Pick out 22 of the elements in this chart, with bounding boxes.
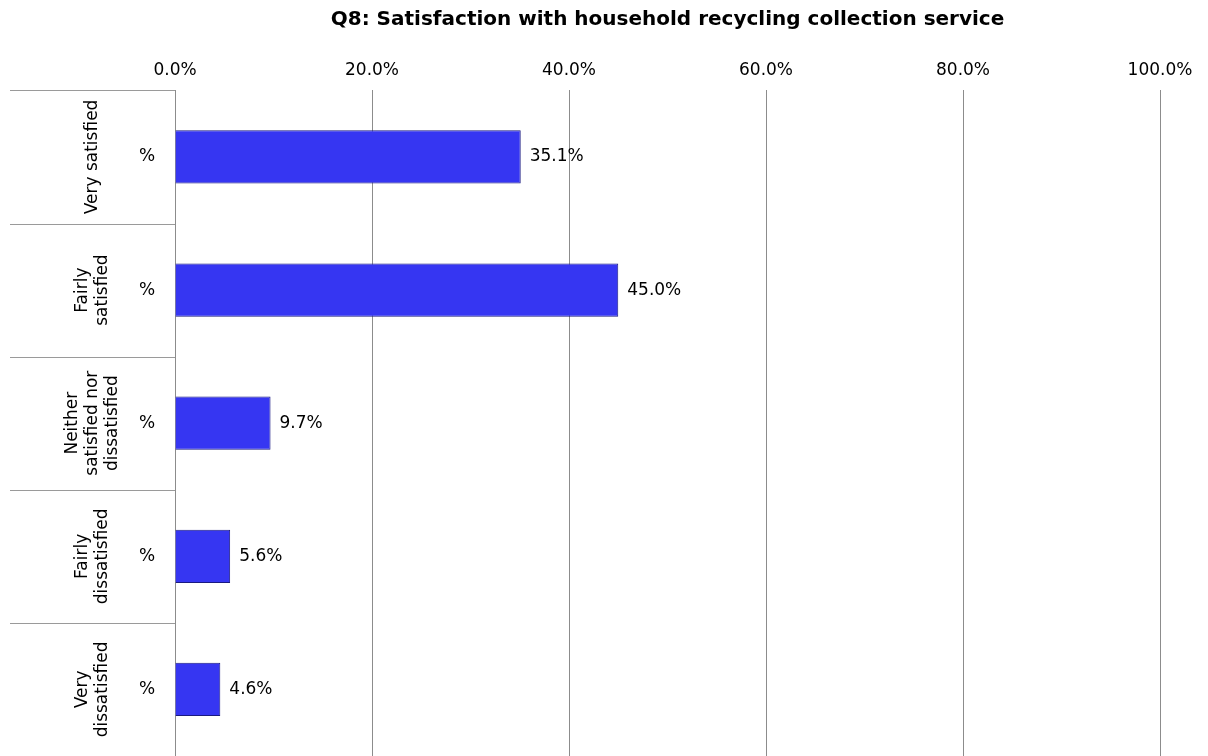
x-tick-label: 0.0% (153, 58, 197, 79)
data-label: 9.7% (279, 411, 323, 432)
x-tick-label: 60.0% (738, 58, 794, 79)
x-tick-label: 80.0% (935, 58, 991, 79)
data-label: 4.6% (229, 677, 273, 698)
text: % (138, 278, 156, 299)
y-tick-label: Neither satisfied nor dissatisfied (61, 370, 122, 476)
x-tick-label: 100.0% (1127, 58, 1193, 79)
y-tick-label: Fairly satisfied (71, 254, 112, 326)
y-tick-label: Very dissatisfied (71, 641, 112, 738)
text: % (138, 145, 156, 166)
x-tick-label: 20.0% (344, 58, 400, 79)
chart-title: Q8: Satisfaction with household recycling collection service (330, 6, 1005, 31)
data-label: 5.6% (239, 544, 283, 565)
y-tick-label: Fairly dissatisfied (71, 508, 112, 605)
x-tick-label: 40.0% (541, 58, 597, 79)
text: % (138, 544, 156, 565)
data-label: 35.1% (529, 145, 584, 166)
text: % (138, 677, 156, 698)
text: % (138, 411, 156, 432)
data-label: 45.0% (627, 278, 682, 299)
y-tick-label: Very satisfied (81, 99, 102, 215)
